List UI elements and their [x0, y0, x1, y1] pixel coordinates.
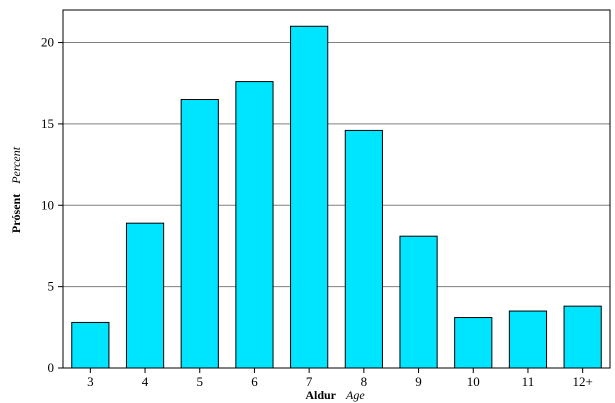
- x-tick-label: 4: [142, 374, 149, 389]
- x-tick-labels: 3 4 5 6 7 8 9 10 11 12+: [87, 374, 593, 389]
- y-tick-label: 10: [41, 197, 54, 212]
- y-tick-label: 5: [48, 279, 55, 294]
- y-tick-label: 20: [41, 35, 54, 50]
- bar-4: [125, 222, 165, 369]
- axes: [58, 9, 611, 373]
- x-tick-label: 8: [361, 374, 368, 389]
- bar-7: [290, 25, 329, 369]
- x-tick-label: 6: [251, 374, 258, 389]
- y-tick-labels: 0 5 10 15 20: [41, 35, 54, 375]
- x-tick-label: 5: [197, 374, 204, 389]
- bar-11: [508, 310, 548, 369]
- bar-5: [180, 99, 219, 369]
- bar-12+: [563, 305, 602, 369]
- x-axis-label: Aldur Age: [305, 386, 365, 403]
- x-tick-label: 3: [87, 374, 94, 389]
- bars: [71, 25, 602, 369]
- bar-6: [235, 81, 274, 369]
- y-axis-label-main: Prósent: [9, 194, 23, 233]
- y-tick-label: 0: [48, 360, 55, 375]
- bar-8: [344, 129, 383, 369]
- x-tick-label: 11: [522, 374, 535, 389]
- x-tick-label: 9: [415, 374, 422, 389]
- x-tick-label: 7: [306, 374, 313, 389]
- y-tick-label: 15: [41, 116, 54, 131]
- y-axis-label: Prósent Percent: [7, 146, 24, 233]
- bar-3: [71, 321, 110, 369]
- x-axis-label-main: Aldur: [305, 388, 336, 402]
- grid-lines: [63, 42, 610, 288]
- bar-9: [399, 235, 438, 369]
- x-tick-label: 10: [467, 374, 480, 389]
- x-tick-label: 12+: [572, 374, 592, 389]
- plot-frame: [62, 9, 611, 369]
- bar-10: [454, 317, 493, 369]
- x-axis-label-alt: Age: [345, 388, 365, 402]
- y-axis-label-alt: Percent: [9, 146, 23, 185]
